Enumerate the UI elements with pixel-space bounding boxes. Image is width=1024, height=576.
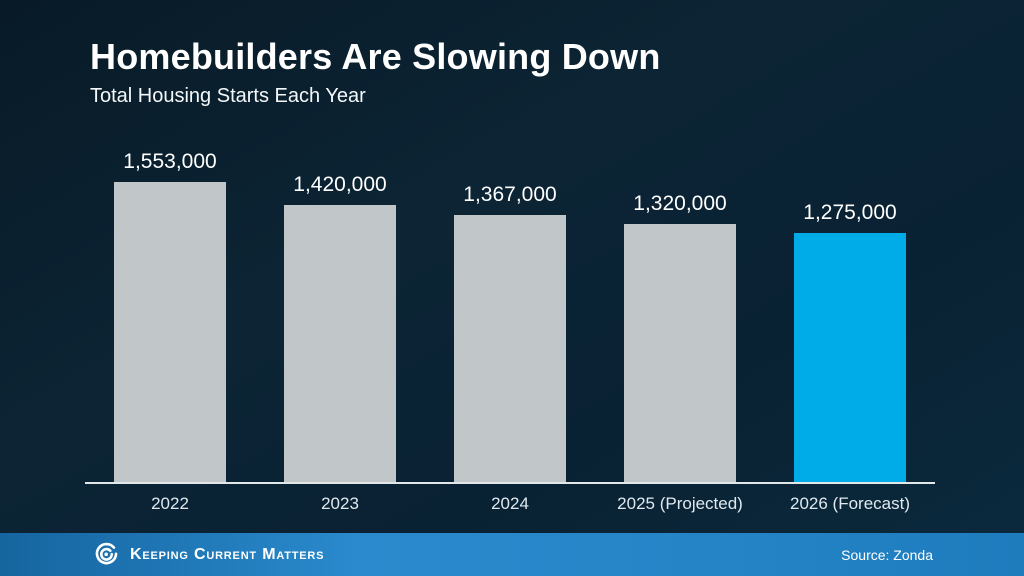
bar-group-2024: 1,367,000 [425,150,595,482]
bar-group-2023: 1,420,000 [255,150,425,482]
x-axis-labels: 2022 2023 2024 2025 (Projected) 2026 (Foreca… [85,494,935,514]
bar-2023 [284,205,396,482]
bars-area: 1,553,000 1,420,000 1,367,000 1,320,000 1,27… [85,150,935,482]
bar-2026 (Forecast) [794,233,906,482]
x-axis-label: 2026 (Forecast) [790,494,910,513]
x-axis-label: 2022 [151,494,189,513]
x-axis-label: 2023 [321,494,359,513]
bar-2025 (Projected) [624,224,736,482]
chart-subtitle: Total Housing Starts Each Year [90,85,366,107]
x-axis-line [85,482,935,484]
bar-2024 [454,215,566,482]
source-label: Source: Zonda [841,546,933,563]
bar-value-label: 1,420,000 [293,173,387,196]
chart-title: Homebuilders Are Slowing Down [90,36,661,77]
brand-name: Keeping Current Matters [130,545,325,563]
brand-lockup: Keeping Current Matters [93,541,324,568]
x-axis-label: 2024 [491,494,529,513]
bar-value-label: 1,320,000 [633,192,727,215]
x-axis-label: 2025 (Projected) [617,494,743,513]
bar-value-label: 1,553,000 [123,150,217,173]
bar-group-2026 (Forecast): 1,275,000 [765,150,935,482]
kcm-swirl-logo-icon [93,541,120,568]
bar-group-2022: 1,553,000 [85,150,255,482]
bar-group-2025 (Projected): 1,320,000 [595,150,765,482]
footer-bar: Keeping Current Matters Source: Zonda [0,533,1024,576]
bar-2022 [114,182,226,482]
bar-chart: 1,553,000 1,420,000 1,367,000 1,320,000 1,27… [85,150,935,484]
bar-value-label: 1,367,000 [463,183,557,206]
bar-value-label: 1,275,000 [803,201,897,224]
